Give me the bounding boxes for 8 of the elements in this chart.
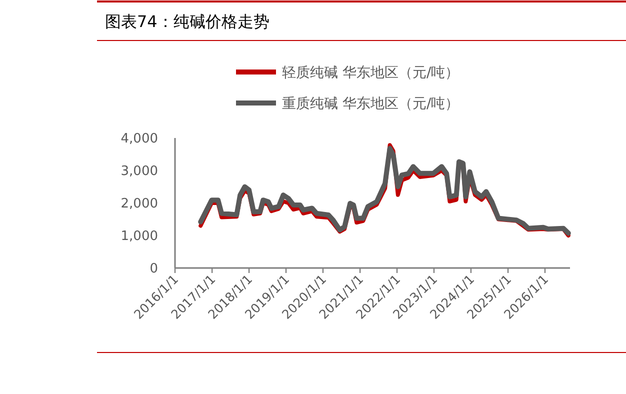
title: 图表74：纯碱价格走势 bbox=[105, 12, 270, 31]
y-tick-label: 1,000 bbox=[120, 229, 158, 244]
legend-label: 轻质纯碱 华东地区（元/吨） bbox=[282, 65, 460, 81]
legend-label: 重质纯碱 华东地区（元/吨） bbox=[282, 96, 460, 112]
y-tick-label: 0 bbox=[150, 262, 158, 276]
y-tick-label: 4,000 bbox=[120, 132, 158, 146]
y-tick-label: 3,000 bbox=[120, 164, 158, 179]
y-tick-label: 2,000 bbox=[120, 196, 158, 212]
